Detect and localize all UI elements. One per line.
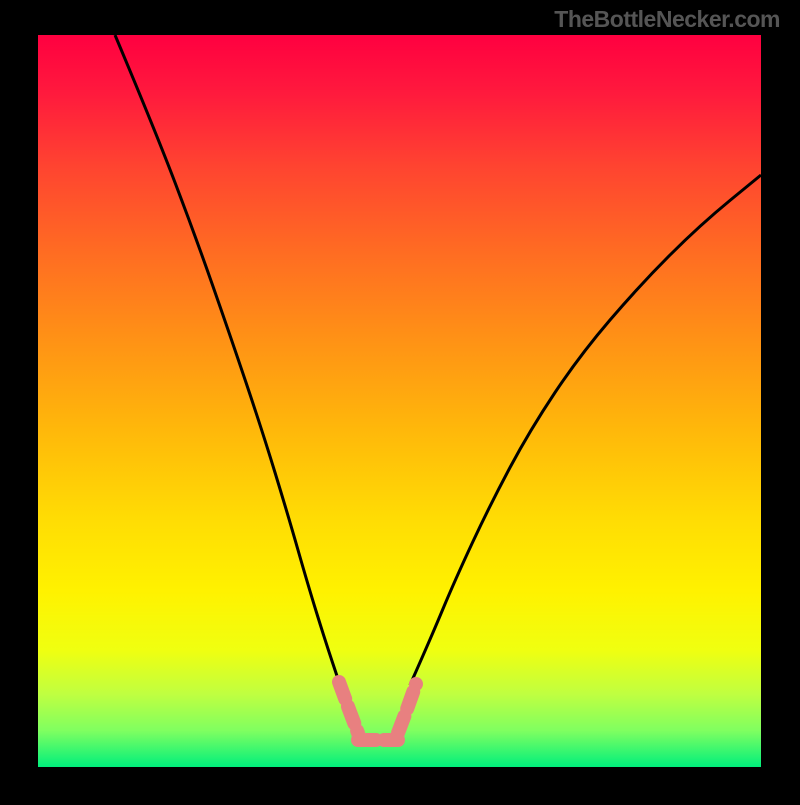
bottleneck-chart bbox=[0, 0, 800, 800]
watermark-text: TheBottleNecker.com bbox=[554, 6, 780, 33]
chart-svg bbox=[0, 0, 800, 800]
